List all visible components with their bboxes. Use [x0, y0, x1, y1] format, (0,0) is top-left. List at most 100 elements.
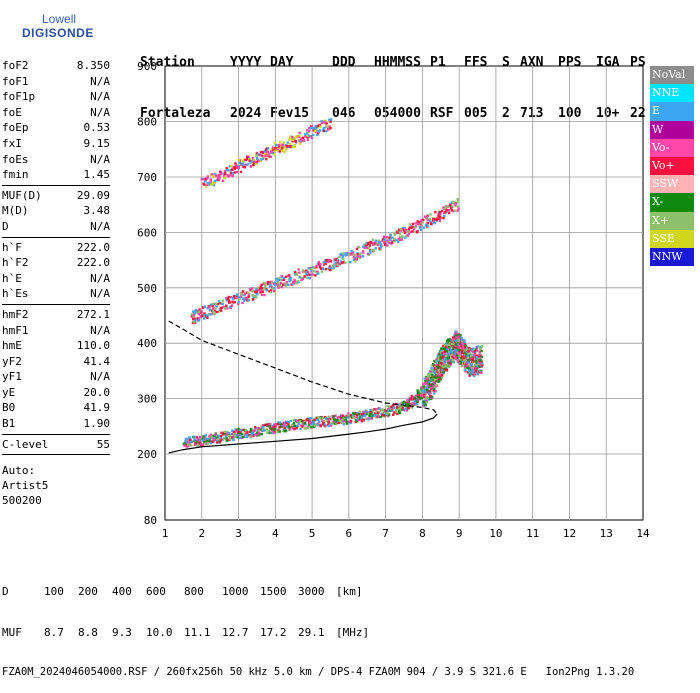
echo-point [278, 278, 281, 282]
echo-point [246, 155, 249, 158]
echo-point [203, 317, 206, 320]
echo-point [398, 408, 401, 412]
param-separator [2, 303, 110, 305]
echo-point [313, 266, 316, 269]
echo-point [413, 398, 416, 401]
echo-point [418, 221, 421, 224]
echo-point [396, 406, 399, 409]
echo-point [293, 145, 297, 148]
echo-point [205, 185, 208, 188]
echo-point [268, 290, 271, 293]
echo-point [443, 368, 446, 371]
echo-point [392, 406, 396, 409]
echo-point [436, 366, 440, 369]
echo-point [418, 396, 421, 399]
echo-point [456, 198, 459, 201]
echo-point [246, 163, 250, 166]
echo-point [301, 425, 304, 428]
echo-point [379, 246, 383, 249]
echo-point [341, 414, 345, 417]
echo-point [197, 319, 201, 322]
echo-point [235, 296, 238, 300]
distance-value: 800 [184, 585, 204, 598]
echo-point [388, 407, 391, 410]
legend-item-x: X+ [650, 211, 694, 230]
echo-point [193, 319, 197, 323]
echo-point [437, 214, 440, 218]
echo-point [211, 437, 215, 440]
echo-point [260, 288, 263, 291]
echo-point [280, 425, 283, 429]
echo-point [386, 239, 389, 242]
echo-point [215, 302, 218, 305]
echo-point [347, 413, 350, 417]
echo-point [341, 421, 344, 424]
echo-point [272, 282, 276, 285]
lowell-digisonde-logo: Lowell DIGISONDE [4, 4, 114, 40]
echo-point [295, 135, 298, 138]
echo-point [238, 295, 241, 299]
echo-point [269, 285, 272, 289]
echo-point [243, 292, 247, 296]
echo-point [225, 430, 229, 434]
echo-point [419, 390, 422, 393]
x-tick-label: 3 [235, 527, 242, 540]
echo-point [454, 332, 457, 336]
echo-point [302, 139, 306, 142]
echo-point [462, 338, 466, 342]
echo-point [322, 420, 325, 423]
echo-point [273, 289, 276, 293]
echo-point [328, 125, 331, 128]
echo-point [268, 425, 272, 428]
echo-point [433, 361, 436, 364]
echo-point [187, 444, 190, 448]
echo-point [413, 400, 416, 403]
echo-point [294, 273, 297, 276]
echo-point [206, 442, 210, 445]
x-tick-label: 9 [456, 527, 463, 540]
echo-point [440, 353, 443, 356]
echo-point [202, 313, 205, 317]
chart-grid [164, 65, 644, 521]
echo-point [395, 230, 398, 233]
echo-point [287, 283, 290, 286]
param-row: yE 20.0 [2, 385, 110, 401]
echo-point [255, 152, 258, 155]
distance-value: 100 [44, 585, 64, 598]
echo-point [434, 380, 437, 383]
echo-point [416, 220, 419, 223]
echo-point [229, 296, 233, 299]
param-value: N/A [90, 90, 110, 104]
echo-point [428, 220, 432, 223]
echo-point [280, 275, 283, 278]
echo-point [433, 379, 436, 382]
echo-point [252, 158, 255, 161]
echo-point [261, 426, 265, 429]
echo-point [299, 420, 302, 423]
echo-point [468, 374, 471, 377]
echo-point [221, 179, 225, 183]
echo-point [414, 225, 418, 228]
echo-point [391, 409, 394, 412]
echo-point [458, 349, 461, 352]
echo-point [445, 209, 448, 212]
echo-point [250, 433, 254, 436]
echo-point [268, 152, 271, 155]
echo-point [444, 211, 447, 214]
muf-unit: [MHz] [336, 625, 370, 639]
echo-point [402, 227, 405, 231]
echo-point [275, 277, 278, 280]
echo-point [188, 440, 191, 443]
echo-point [471, 369, 474, 372]
echo-point [471, 358, 474, 361]
echo-point [293, 427, 296, 431]
echo-point [219, 172, 222, 176]
echo-point [278, 150, 281, 153]
echo-point [295, 273, 298, 277]
echo-point [414, 230, 417, 234]
echo-point [285, 283, 288, 286]
echo-point [424, 224, 428, 227]
echo-point [269, 290, 273, 293]
echo-point [293, 424, 296, 428]
echo-point [451, 342, 454, 346]
